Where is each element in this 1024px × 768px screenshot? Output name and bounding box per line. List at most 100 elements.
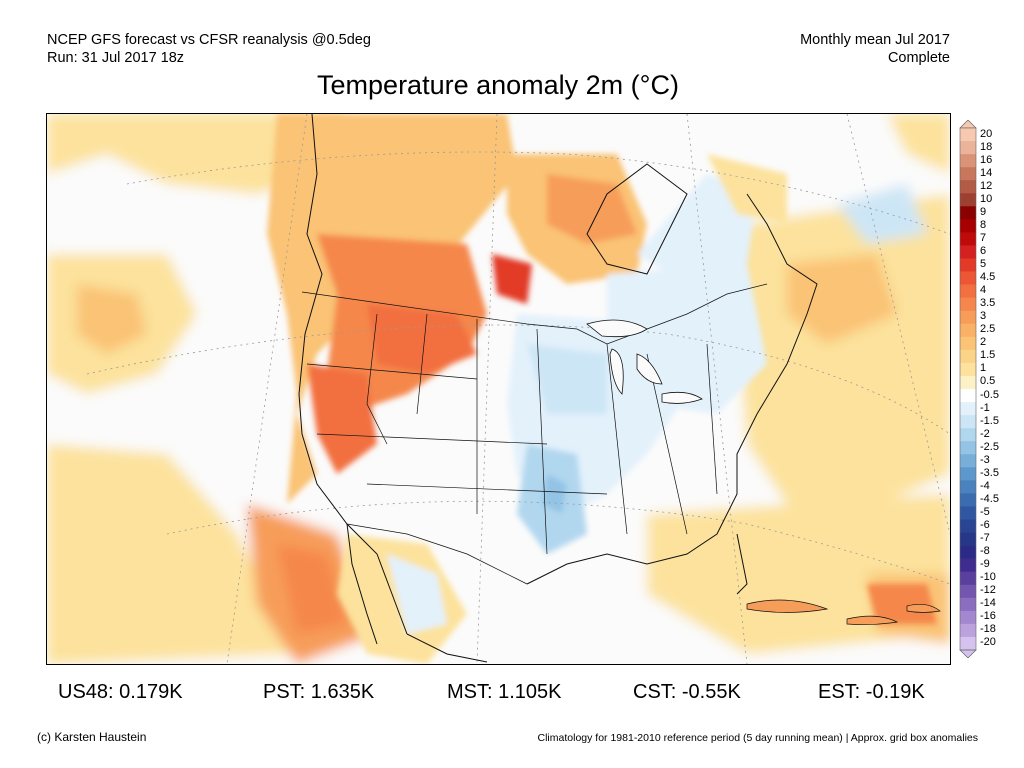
colorbar-swatch bbox=[960, 258, 976, 272]
colorbar-label: -10 bbox=[980, 571, 996, 584]
colorbar-swatch bbox=[960, 219, 976, 233]
colorbar-label: 1 bbox=[980, 362, 987, 375]
colorbar-swatch bbox=[960, 532, 976, 546]
colorbar-label: 16 bbox=[980, 153, 993, 166]
run-time: Run: 31 Jul 2017 18z bbox=[47, 50, 185, 66]
stat-mst: MST: 1.105K bbox=[447, 681, 562, 703]
colorbar-swatch bbox=[960, 402, 976, 416]
colorbar-swatch bbox=[960, 415, 976, 429]
colorbar-label: -2.5 bbox=[980, 440, 999, 453]
colorbar-label: 3 bbox=[980, 310, 987, 323]
colorbar-label: 9 bbox=[980, 205, 987, 218]
colorbar-label: 20 bbox=[980, 127, 993, 140]
colorbar-swatch bbox=[960, 493, 976, 507]
colorbar-label: -3.5 bbox=[980, 466, 999, 479]
colorbar-swatch bbox=[960, 245, 976, 259]
colorbar-swatch bbox=[960, 610, 976, 625]
colorbar-swatch bbox=[960, 636, 976, 651]
colorbar-swatch bbox=[960, 597, 976, 612]
colorbar-label: 4 bbox=[980, 284, 987, 297]
colorbar-swatch bbox=[960, 506, 976, 520]
colorbar-label: -12 bbox=[980, 584, 996, 597]
map-title: Temperature anomaly 2m (°C) bbox=[317, 70, 679, 100]
colorbar-swatch bbox=[960, 167, 976, 181]
colorbar-swatch bbox=[960, 141, 976, 155]
colorbar-swatch bbox=[960, 297, 976, 311]
colorbar-label: 1.5 bbox=[980, 349, 996, 362]
colorbar-label: -1.5 bbox=[980, 414, 999, 427]
colorbar-label: -16 bbox=[980, 610, 996, 623]
colorbar-swatch bbox=[960, 428, 976, 442]
colorbar-swatch bbox=[960, 271, 976, 285]
colorbar-swatch bbox=[960, 232, 976, 246]
colorbar-label: 3.5 bbox=[980, 297, 996, 310]
colorbar-swatch bbox=[960, 206, 976, 220]
colorbar-label: -4.5 bbox=[980, 492, 999, 505]
great-lakes bbox=[586, 319, 703, 404]
colorbar-swatch bbox=[960, 441, 976, 455]
colorbar-label: 14 bbox=[980, 166, 993, 179]
colorbar-swatch bbox=[960, 584, 976, 599]
colorbar-bottom-arrow bbox=[959, 649, 977, 658]
stat-cst: CST: -0.55K bbox=[633, 681, 741, 703]
regional-stats: US48: 0.179K PST: 1.635K MST: 1.105K CST… bbox=[0, 681, 1024, 705]
colorbar-label: -14 bbox=[980, 597, 996, 610]
colorbar-swatch bbox=[960, 623, 976, 638]
colorbar-swatch bbox=[960, 284, 976, 298]
colorbar-svg bbox=[959, 120, 977, 658]
colorbar-label: -20 bbox=[980, 636, 996, 649]
colorbar-label: 6 bbox=[980, 244, 987, 257]
colorbar-swatch bbox=[960, 362, 976, 377]
colorbar-label: 10 bbox=[980, 192, 993, 205]
colorbar-label: -7 bbox=[980, 532, 990, 545]
colorbar-swatch bbox=[960, 571, 976, 586]
caribbean-islands bbox=[746, 599, 941, 626]
colorbar-swatch bbox=[960, 454, 976, 468]
ocean-anomaly-field bbox=[47, 114, 950, 664]
colorbar-label: 5 bbox=[980, 258, 987, 271]
colorbar-label: -3 bbox=[980, 453, 990, 466]
colorbar-label: -1 bbox=[980, 401, 990, 414]
colorbar-top-arrow bbox=[959, 120, 977, 129]
colorbar-label: 4.5 bbox=[980, 271, 996, 284]
political-borders bbox=[301, 283, 768, 585]
header-right: Monthly mean Jul 2017 Complete bbox=[800, 31, 950, 67]
colorbar-swatch bbox=[960, 480, 976, 494]
stat-pst: PST: 1.635K bbox=[263, 681, 375, 703]
colorbar-swatch bbox=[960, 389, 976, 403]
colorbar-label: -9 bbox=[980, 558, 990, 571]
color-legend-bar bbox=[959, 120, 977, 658]
coastlines bbox=[298, 114, 818, 663]
period-description: Monthly mean Jul 2017 bbox=[800, 32, 950, 48]
colorbar-swatch bbox=[960, 323, 976, 338]
colorbar-swatch bbox=[960, 180, 976, 194]
colorbar-label: -4 bbox=[980, 479, 990, 492]
colorbar-label: -5 bbox=[980, 505, 990, 518]
colorbar-label: 8 bbox=[980, 218, 987, 231]
colorbar-swatch bbox=[960, 193, 976, 207]
colorbar-label: 0.5 bbox=[980, 375, 996, 388]
colorbar-swatch bbox=[960, 545, 976, 559]
stat-us48: US48: 0.179K bbox=[58, 681, 183, 703]
model-description: NCEP GFS forecast vs CFSR reanalysis @0.… bbox=[47, 32, 371, 48]
colorbar-label: -2 bbox=[980, 427, 990, 440]
colorbar-label: 18 bbox=[980, 140, 993, 153]
colorbar-swatch bbox=[960, 467, 976, 481]
colorbar-label: -8 bbox=[980, 545, 990, 558]
colorbar-swatch bbox=[960, 310, 976, 325]
copyright: (c) Karsten Haustein bbox=[37, 730, 147, 744]
header-left: NCEP GFS forecast vs CFSR reanalysis @0.… bbox=[47, 31, 371, 67]
colorbar-swatch bbox=[960, 558, 976, 572]
land-anomaly-field bbox=[267, 114, 937, 664]
colorbar-label: -0.5 bbox=[980, 388, 999, 401]
completion-status: Complete bbox=[887, 50, 950, 66]
colorbar-swatch bbox=[960, 128, 976, 142]
colorbar-label: 7 bbox=[980, 231, 987, 244]
colorbar-label: 2 bbox=[980, 336, 987, 349]
colorbar-swatch bbox=[960, 154, 976, 168]
colorbar-outline bbox=[959, 127, 977, 651]
stat-est: EST: -0.19K bbox=[818, 681, 925, 703]
colorbar-swatch bbox=[960, 349, 976, 364]
colorbar-swatch bbox=[960, 375, 976, 390]
colorbar-label: -6 bbox=[980, 519, 990, 532]
